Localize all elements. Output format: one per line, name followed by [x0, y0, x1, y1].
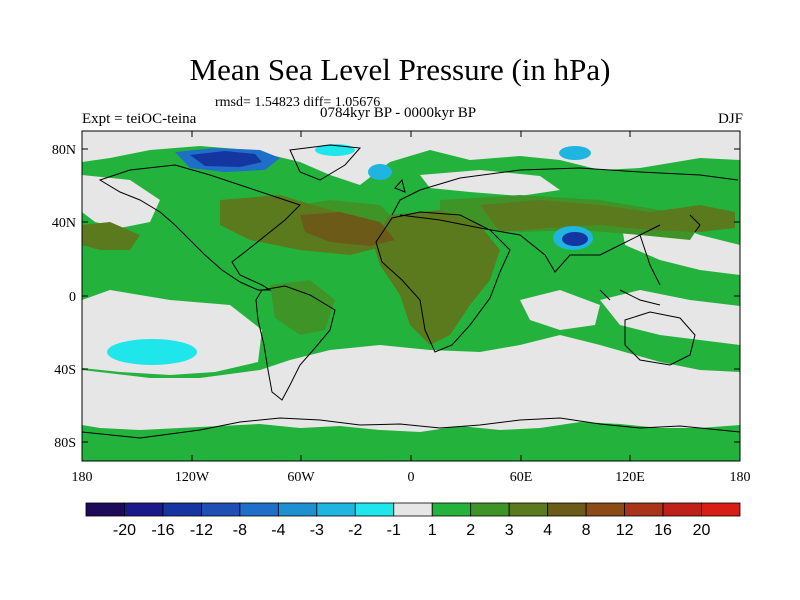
field-grey-indian [520, 290, 600, 330]
x-tick-label: 0 [408, 470, 415, 485]
field-green-south-america [270, 280, 335, 335]
colorbar-label: 8 [582, 522, 591, 539]
colorbar-swatch [124, 502, 164, 517]
field-grey-north-pacific [82, 175, 160, 228]
colorbar-label: 3 [505, 522, 514, 539]
field-grey-southern [82, 335, 740, 432]
colorbar-label: -8 [233, 522, 247, 539]
coast-antarctica [82, 417, 740, 439]
season-label: DJF [717, 111, 743, 127]
colorbar-swatch [201, 502, 241, 517]
coast-greenland [289, 144, 362, 181]
x-axis [81, 131, 741, 461]
y-tick-label: 80S [54, 436, 76, 451]
colorbar-label: -2 [348, 522, 362, 539]
colorbar-swatch [431, 502, 472, 517]
coast-australia [624, 311, 696, 366]
field-grey-tropical-pacific [600, 290, 740, 345]
x-tick-label: 60E [510, 470, 533, 485]
colorbar-label: 4 [543, 522, 552, 539]
period-text: 0784kyr BP - 0000kyr BP [320, 105, 477, 121]
experiment-label: Expt = teiOC-teina [82, 111, 197, 127]
field-cyan-south-pacific [107, 339, 197, 365]
field-grey-arctic [82, 131, 740, 185]
field-blue-tibet [562, 232, 588, 246]
colorbar-label: -3 [310, 522, 324, 539]
coast-southeast-asia [599, 289, 661, 306]
field-brown-africa [372, 210, 500, 345]
colorbar-swatch [354, 502, 395, 517]
field-brown-eurasia [480, 200, 735, 232]
y-axis [82, 148, 740, 443]
colorbar-swatch [508, 502, 549, 517]
x-tick-label: 180 [730, 470, 751, 485]
coast-uk [394, 178, 406, 193]
colorbar-label: -12 [190, 522, 213, 539]
colorbar-swatch [701, 502, 741, 517]
colorbar-label: 12 [616, 522, 634, 539]
x-tick-label: 120W [175, 470, 210, 485]
colorbar-label: -20 [113, 522, 136, 539]
coast-africa [375, 211, 511, 353]
coast-eurasia [391, 167, 739, 286]
y-tick-label: 40N [52, 216, 76, 231]
field-brown-north-atlantic-band [300, 212, 395, 246]
colorbar-label: 20 [693, 522, 711, 539]
colorbar-swatch [585, 502, 625, 517]
colorbar-swatch [393, 502, 433, 517]
y-tick-label: 40S [54, 363, 76, 378]
page-title: Mean Sea Level Pressure (in hPa) [189, 52, 611, 87]
x-tick-label: 60W [287, 470, 315, 485]
coast-south-america [255, 285, 336, 401]
colorbar-label: 16 [654, 522, 672, 539]
colorbar-swatch [470, 502, 510, 517]
colorbar-swatch [162, 502, 202, 517]
field-navy-greenland [190, 151, 262, 167]
stats-text: rmsd= 1.54823 diff= 1.05676 [215, 95, 381, 110]
field-grey-asia-north [420, 170, 560, 196]
field-cyan-arctic-c [559, 146, 591, 160]
coast-north-america [98, 164, 301, 291]
colorbar-swatch [547, 502, 587, 517]
coastlines [82, 144, 740, 439]
colorbar-swatch [85, 502, 125, 517]
colorbar-swatch [316, 502, 356, 517]
field-brown-pacific [82, 222, 140, 250]
colorbar-label: 1 [428, 522, 437, 539]
colorbar: -20 -16 -12 -8 -4 -3 -2 -1 1 2 3 4 8 12 16 20 [85, 502, 741, 539]
colorbar-label: -16 [151, 522, 174, 539]
y-tick-label: 0 [69, 290, 76, 305]
coast-japan [689, 214, 701, 233]
colorbar-swatch [624, 502, 664, 517]
x-tick-label: 180 [72, 470, 93, 485]
y-tick-label: 80N [52, 143, 76, 158]
colorbar-label: -1 [387, 522, 401, 539]
colorbar-swatch [277, 502, 318, 517]
x-tick-label: 120E [615, 470, 645, 485]
colorbar-swatch [662, 502, 702, 517]
colorbar-swatch [239, 502, 279, 517]
map-field [82, 131, 740, 461]
colorbar-label: -4 [271, 522, 285, 539]
field-cyan-arctic-b [368, 164, 392, 180]
colorbar-label: 2 [466, 522, 475, 539]
